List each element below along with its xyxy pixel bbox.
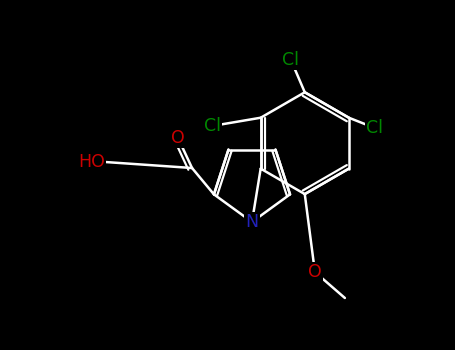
Text: Cl: Cl [283,51,299,69]
Text: Cl: Cl [203,117,221,135]
Text: N: N [245,213,258,231]
Text: O: O [308,263,322,281]
Text: O: O [171,129,185,147]
Text: Cl: Cl [366,119,384,137]
Text: HO: HO [78,153,105,171]
